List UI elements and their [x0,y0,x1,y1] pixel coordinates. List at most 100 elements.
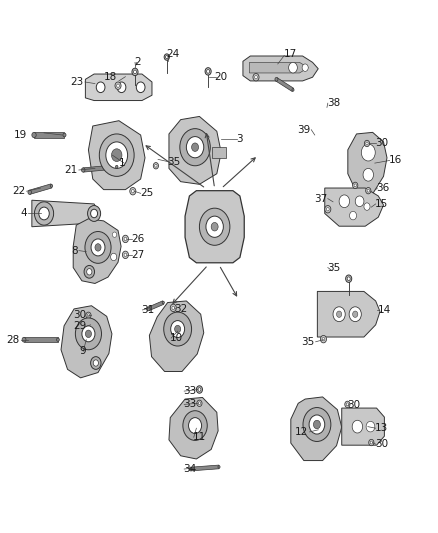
Circle shape [366,142,368,145]
Polygon shape [212,147,226,158]
Text: 17: 17 [283,50,297,59]
Polygon shape [318,292,380,337]
Circle shape [82,326,95,342]
Circle shape [91,357,101,369]
Circle shape [366,421,375,432]
Circle shape [253,74,259,81]
Circle shape [117,84,120,87]
Circle shape [336,311,342,317]
Circle shape [28,190,32,195]
Circle shape [39,207,49,220]
Circle shape [134,70,137,74]
Circle shape [364,140,370,147]
Circle shape [199,208,230,245]
Circle shape [22,337,26,342]
Circle shape [180,128,210,166]
Text: 23: 23 [70,77,83,87]
Circle shape [147,307,150,311]
Circle shape [57,338,59,341]
Circle shape [350,212,357,220]
Circle shape [188,418,201,433]
Circle shape [122,251,128,259]
Circle shape [333,307,345,321]
Polygon shape [29,184,52,195]
Polygon shape [191,465,219,471]
Circle shape [346,275,352,282]
Text: 30: 30 [347,400,360,410]
Circle shape [117,82,126,93]
Text: 26: 26 [131,234,145,244]
Text: 1: 1 [119,158,125,168]
Polygon shape [83,165,117,172]
Polygon shape [169,398,218,459]
Text: 25: 25 [140,188,153,198]
Polygon shape [85,74,152,101]
Text: 3: 3 [237,134,243,144]
Text: 32: 32 [175,304,188,314]
Circle shape [99,134,134,176]
Text: 29: 29 [73,321,86,331]
Text: 39: 39 [297,125,311,135]
Circle shape [84,265,95,278]
Circle shape [355,196,364,207]
Circle shape [314,420,321,429]
Circle shape [132,68,138,76]
Circle shape [197,400,202,407]
Circle shape [326,207,329,211]
Circle shape [198,402,201,405]
Circle shape [198,387,201,391]
Circle shape [211,222,218,231]
Circle shape [354,184,357,187]
Circle shape [346,403,349,406]
Circle shape [370,441,372,444]
Circle shape [322,337,325,341]
Polygon shape [348,132,387,194]
Polygon shape [185,191,244,263]
Text: 37: 37 [314,193,327,204]
Circle shape [96,82,105,93]
Text: 28: 28 [7,335,20,345]
Text: 30: 30 [73,310,86,320]
Circle shape [85,231,111,263]
Polygon shape [243,56,318,81]
Circle shape [366,188,371,194]
Circle shape [87,323,90,327]
Polygon shape [169,116,221,184]
Polygon shape [61,306,112,378]
Circle shape [85,321,92,328]
Text: 35: 35 [327,263,340,272]
Text: 14: 14 [378,305,391,315]
Polygon shape [291,397,342,461]
Circle shape [50,184,53,188]
Text: 33: 33 [184,386,197,396]
Circle shape [349,307,361,321]
Text: 20: 20 [215,71,228,82]
Circle shape [321,335,326,343]
Text: 31: 31 [141,305,155,315]
Circle shape [91,209,98,217]
Circle shape [302,64,308,71]
Circle shape [191,143,198,151]
Circle shape [86,312,91,318]
Circle shape [367,189,370,192]
Circle shape [115,82,121,90]
Text: 36: 36 [377,183,390,193]
Polygon shape [24,337,58,342]
Text: 4: 4 [21,208,28,219]
Circle shape [206,216,223,237]
Circle shape [164,312,191,346]
Text: 16: 16 [389,156,402,165]
Circle shape [345,401,350,408]
Circle shape [352,420,363,433]
Text: 24: 24 [166,50,179,59]
Circle shape [136,82,145,93]
Circle shape [364,203,370,211]
Circle shape [205,68,211,75]
Text: 19: 19 [14,130,27,140]
Circle shape [35,202,53,225]
Polygon shape [276,78,294,92]
Polygon shape [250,62,308,73]
Circle shape [292,88,294,91]
Circle shape [95,244,101,251]
Polygon shape [342,408,385,445]
